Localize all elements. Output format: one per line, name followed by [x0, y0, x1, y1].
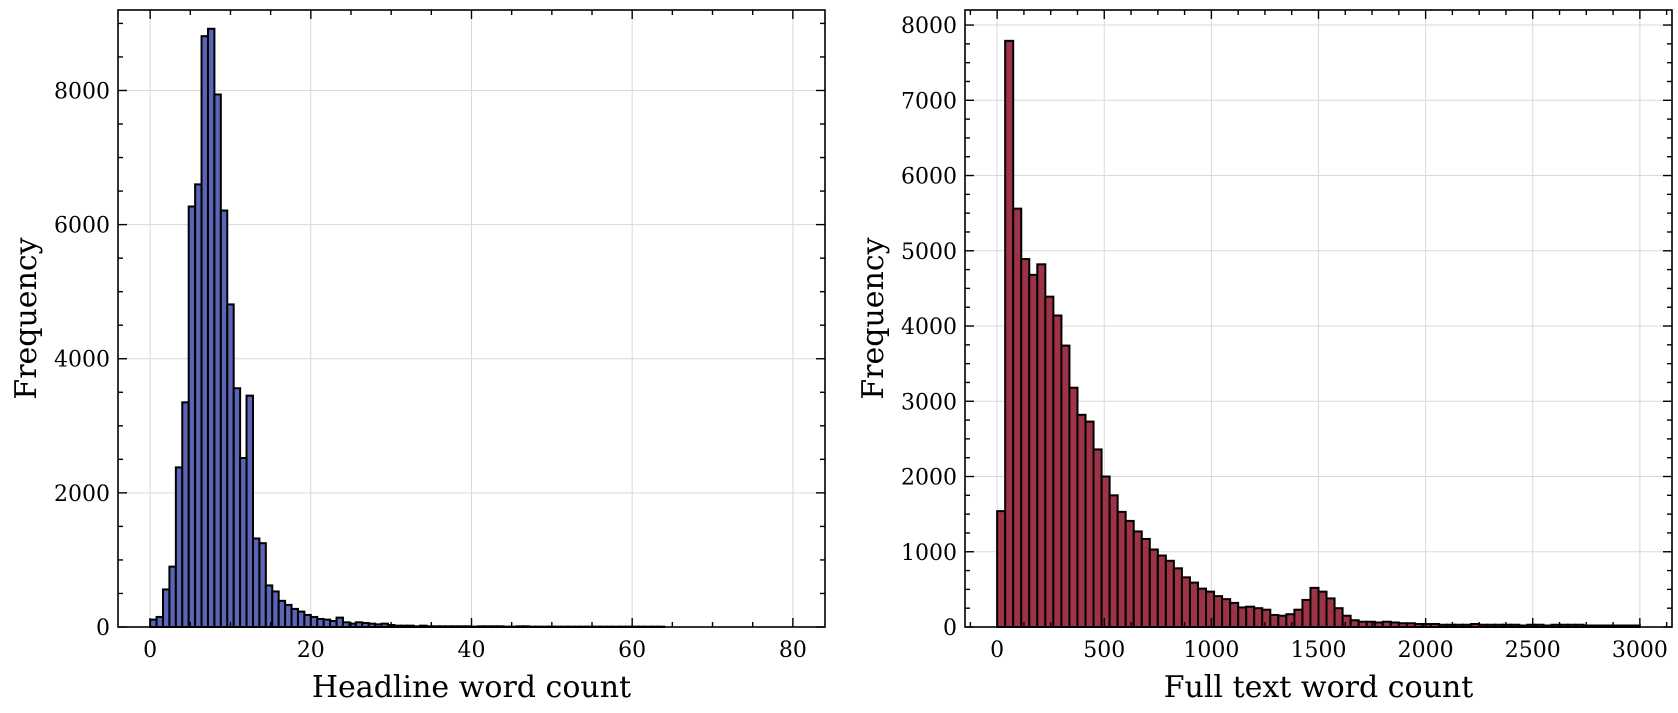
y-tick-label: 2000 [54, 482, 110, 507]
y-tick-label: 8000 [54, 79, 110, 104]
histogram-bar [1205, 590, 1216, 629]
histogram-bar [996, 510, 1007, 628]
fulltext-histogram-panel: 0 500 1000 1500 2000 2500 3000 0 1000 2000 3000 400… [856, 9, 1673, 705]
histogram-bar [1221, 598, 1232, 628]
histogram-bar [1253, 607, 1264, 629]
histogram-bar [1140, 537, 1151, 629]
x-tick-label: 2500 [1505, 638, 1561, 663]
x-tick-label: 0 [990, 638, 1004, 663]
x-tick-label: 1500 [1291, 638, 1347, 663]
y-tick-label: 1000 [901, 541, 957, 566]
histogram-bar [1004, 39, 1015, 629]
x-tick-label: 40 [458, 638, 486, 663]
histogram-bar [1148, 548, 1159, 628]
histogram-bar [1285, 613, 1296, 629]
histogram-bar [1132, 530, 1143, 628]
x-tick-label: 3000 [1612, 638, 1668, 663]
histogram-bar [1044, 295, 1055, 628]
x-tick-label: 1000 [1183, 638, 1239, 663]
y-tick-label: 4000 [901, 315, 957, 340]
histogram-bar [1349, 619, 1360, 628]
histogram-bar [1052, 314, 1063, 628]
histogram-bar [1245, 605, 1256, 628]
x-tick-label: 2000 [1398, 638, 1454, 663]
y-tick-label: 8000 [901, 14, 957, 39]
histogram-bar [1180, 576, 1191, 629]
y-axis-title: Frequency [9, 237, 44, 399]
histogram-bar [1012, 207, 1023, 629]
y-tick-label: 5000 [901, 240, 957, 265]
histogram-bar [1172, 567, 1183, 628]
y-tick-label: 3000 [901, 390, 957, 415]
y-tick-label: 2000 [901, 466, 957, 491]
histogram-bar [1333, 607, 1344, 629]
headline-histogram-panel: 0 20 40 60 80 0 2000 4000 6000 8000 Headline word … [9, 9, 826, 705]
y-tick-label: 0 [943, 616, 957, 641]
histogram-bar [1124, 519, 1135, 629]
histogram-bar [1092, 448, 1103, 628]
y-tick-label: 6000 [54, 214, 110, 239]
x-tick-label: 20 [297, 638, 325, 663]
histogram-bar [1084, 420, 1095, 628]
y-axis-title: Frequency [856, 237, 891, 399]
x-tick-label: 60 [618, 638, 646, 663]
histogram-bar [1068, 386, 1079, 628]
y-tick-label: 0 [96, 616, 110, 641]
histogram-bar [1229, 601, 1240, 628]
histogram-bar [1060, 344, 1071, 628]
x-axis-title: Headline word count [312, 670, 631, 705]
histogram-bar [1213, 595, 1224, 629]
histogram-bar [1341, 614, 1352, 629]
histogram-bar [1325, 597, 1336, 628]
x-axis-title: Full text word count [1164, 670, 1474, 705]
histogram-bar [1261, 608, 1272, 629]
histogram-bar [1100, 475, 1111, 629]
histogram-bar [1237, 606, 1248, 628]
histogram-bar [1188, 581, 1199, 628]
histogram-bar [1020, 258, 1031, 628]
histogram-bar [1028, 273, 1039, 628]
histogram-bar [1309, 586, 1320, 628]
x-tick-label: 500 [1083, 638, 1125, 663]
histogram-bar [1108, 494, 1119, 629]
histogram-bar [1301, 598, 1312, 628]
histogram-bar [1269, 613, 1280, 629]
histogram-bar [1293, 608, 1304, 629]
histogram-bar [1164, 559, 1175, 628]
histogram-bar [1317, 590, 1328, 629]
x-tick-label: 0 [143, 638, 157, 663]
histogram-bar [1196, 587, 1208, 628]
histogram-bar [1036, 263, 1047, 628]
y-tick-label: 6000 [901, 165, 957, 190]
histogram-bar [1076, 413, 1087, 628]
histogram-bar [1277, 614, 1288, 629]
histogram-bar [1156, 554, 1167, 629]
y-tick-label: 7000 [901, 89, 957, 114]
histogram-bar [1116, 510, 1127, 628]
y-tick-label: 4000 [54, 348, 110, 373]
x-tick-label: 80 [779, 638, 807, 663]
